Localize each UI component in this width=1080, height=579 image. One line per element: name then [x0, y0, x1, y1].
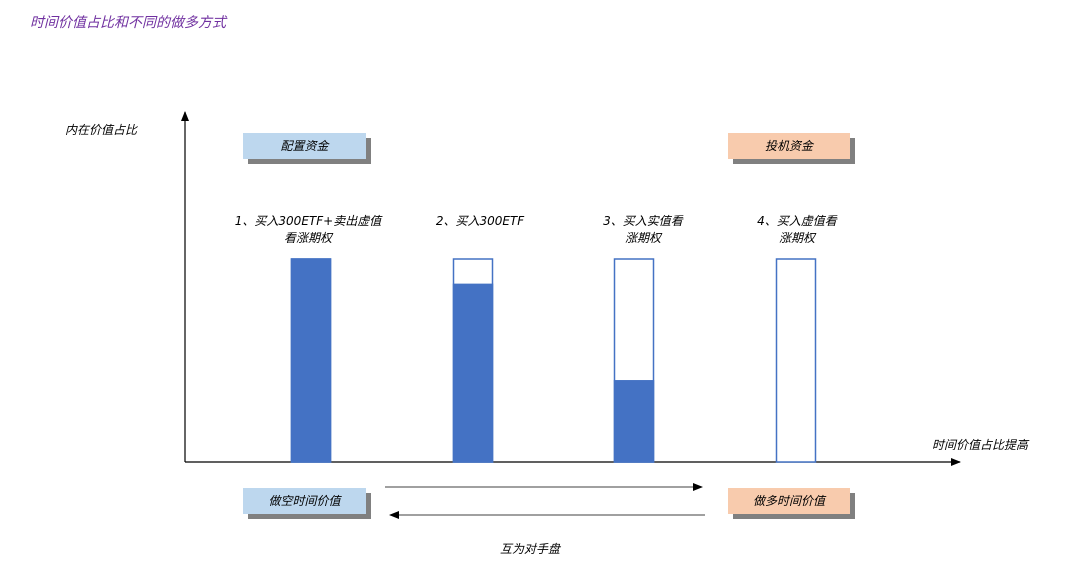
long-time-value-box: 做多时间价值	[728, 488, 850, 514]
strategy-label-4-line2: 涨期权	[778, 231, 815, 245]
bar-intrinsic-3	[613, 380, 655, 463]
bar-outline-4	[775, 258, 817, 463]
short-time-value-box: 做空时间价值	[243, 488, 366, 514]
bar-intrinsic-2	[452, 283, 494, 463]
strategy-label-1-line2: 看涨期权	[283, 231, 332, 245]
strategy-label-4: 4、买入虚值看 涨期权	[712, 213, 882, 247]
bar-intrinsic-1	[290, 258, 332, 463]
allocation-funds-box: 配置资金	[243, 133, 366, 159]
speculative-funds-box: 投机资金	[728, 133, 850, 159]
strategy-label-1: 1、买入300ETF+卖出虚值 看涨期权	[223, 213, 393, 247]
counterparty-label: 互为对手盘	[500, 542, 561, 556]
strategy-label-4-line1: 4、买入虚值看	[757, 214, 837, 228]
page-title: 时间价值占比和不同的做多方式	[30, 15, 226, 31]
bars-group	[290, 258, 817, 463]
y-axis-label: 内在价值占比	[65, 123, 138, 137]
strategy-label-3-line1: 3、买入实值看	[603, 214, 683, 228]
strategy-label-3: 3、买入实值看 涨期权	[558, 213, 728, 247]
strategy-label-2-line1: 2、买入300ETF	[435, 214, 525, 228]
strategy-label-1-line1: 1、买入300ETF+卖出虚值	[234, 214, 382, 228]
strategy-label-2: 2、买入300ETF	[395, 213, 565, 230]
strategy-label-3-line2: 涨期权	[624, 231, 661, 245]
x-axis-label: 时间价值占比提高	[932, 438, 1029, 452]
